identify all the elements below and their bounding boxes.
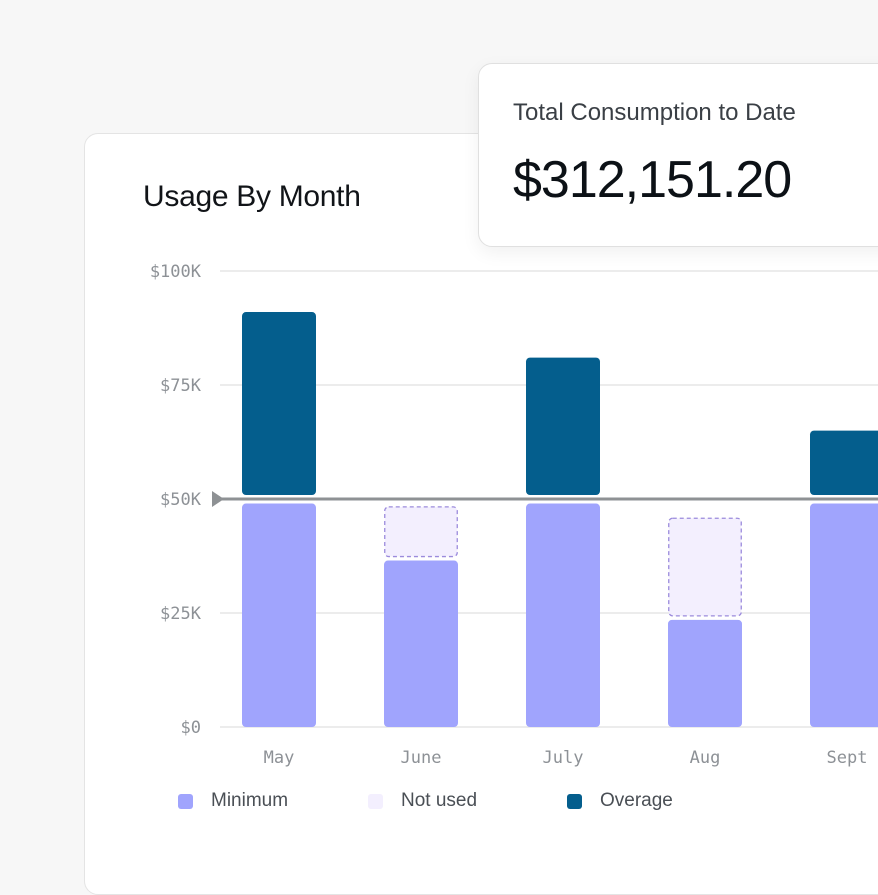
threshold-marker-icon xyxy=(212,491,224,507)
bar-minimum-may xyxy=(242,503,316,727)
legend-item-overage[interactable]: Overage xyxy=(567,790,673,812)
y-tick-label: $0 xyxy=(181,718,201,738)
y-tick-label: $100K xyxy=(150,262,202,282)
legend-label-not-used: Not used xyxy=(401,790,478,811)
legend-item-minimum[interactable]: Minimum xyxy=(178,790,288,812)
usage-bar-chart: $0 $25K $50K $75K $100K May June July Aug Sept xyxy=(150,262,878,768)
bar-overage-july xyxy=(526,357,600,495)
threshold-line xyxy=(212,491,878,507)
x-tick-label: May xyxy=(264,748,295,768)
chart-legend: Minimum Not used Overage xyxy=(0,790,878,816)
usage-card xyxy=(84,133,878,895)
x-tick-label: Sept xyxy=(827,748,868,768)
bar-not-used-june xyxy=(384,506,458,558)
x-tick-label: July xyxy=(543,748,584,768)
x-tick-label: Aug xyxy=(690,748,721,768)
legend-swatch-not-used xyxy=(368,793,383,809)
y-tick-label: $25K xyxy=(160,604,202,624)
legend-item-not-used[interactable]: Not used xyxy=(368,790,477,812)
bar-not-used-aug xyxy=(668,517,742,617)
total-consumption-card: Total Consumption to Date $312,151.20 xyxy=(478,63,878,247)
bar-minimum-sept xyxy=(810,503,878,727)
legend-label-overage: Overage xyxy=(600,790,673,811)
total-consumption-label: Total Consumption to Date xyxy=(513,99,796,126)
y-tick-label: $75K xyxy=(160,376,202,396)
total-consumption-value: $312,151.20 xyxy=(513,151,792,209)
bar-minimum-june xyxy=(384,560,458,727)
bar-minimum-july xyxy=(526,503,600,727)
y-tick-label: $50K xyxy=(160,490,202,510)
bar-minimum-aug xyxy=(668,619,742,727)
x-axis-labels: May June July Aug Sept xyxy=(264,748,868,768)
legend-swatch-overage xyxy=(567,793,582,809)
bar-overage-sept xyxy=(810,430,878,495)
x-tick-label: June xyxy=(401,748,442,768)
bars xyxy=(242,312,878,727)
bar-overage-may xyxy=(242,312,316,495)
legend-label-minimum: Minimum xyxy=(211,790,289,811)
y-axis-labels: $0 $25K $50K $75K $100K xyxy=(150,262,202,738)
chart-title: Usage By Month xyxy=(143,180,361,213)
legend-swatch-minimum xyxy=(178,793,193,809)
